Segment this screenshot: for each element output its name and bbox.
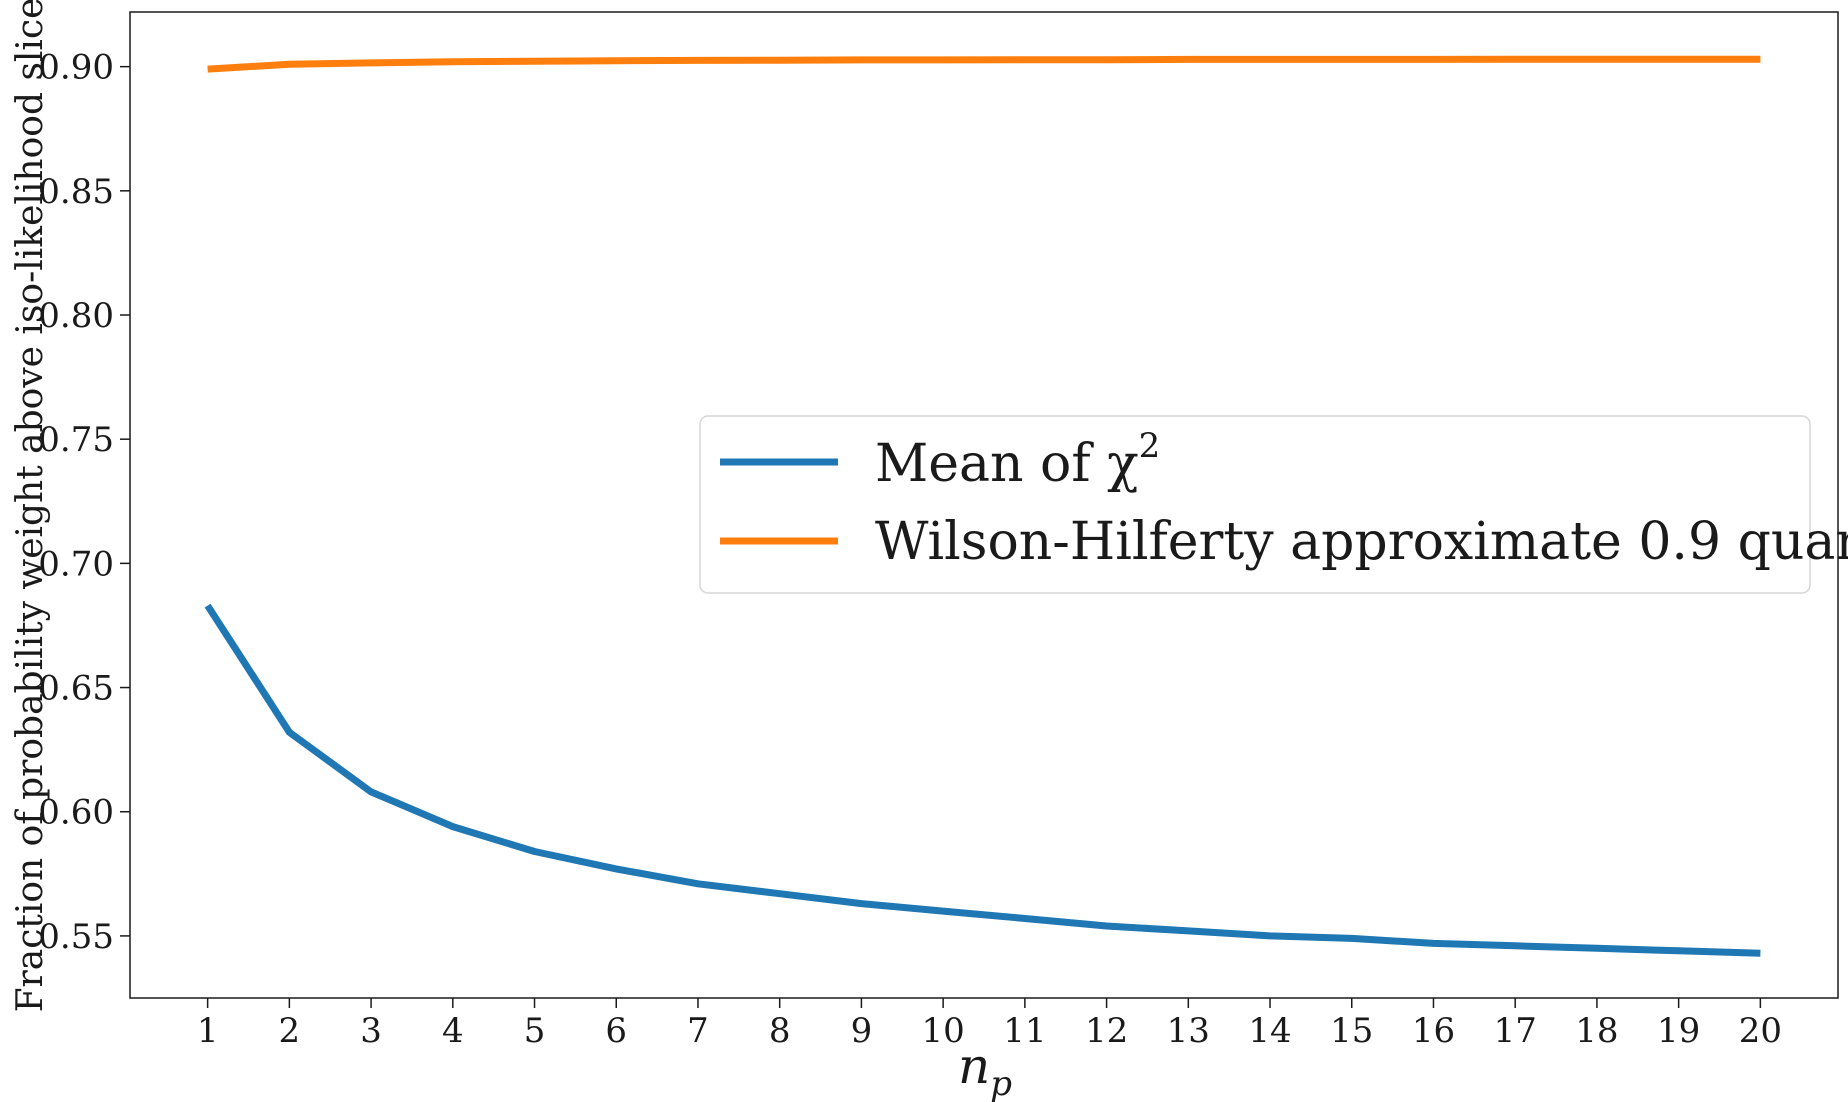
y-axis-label: Fraction of probability weight above iso… (10, 0, 51, 1012)
y-tick-label: 0.90 (38, 48, 114, 88)
x-tick-label: 10 (922, 1011, 965, 1051)
x-tick-label: 9 (851, 1011, 873, 1051)
x-tick-label: 19 (1657, 1011, 1700, 1051)
y-tick-label: 0.70 (38, 544, 114, 584)
x-tick-label: 2 (279, 1011, 301, 1051)
x-tick-label: 4 (442, 1011, 464, 1051)
x-tick-label: 7 (687, 1011, 709, 1051)
x-tick-label: 1 (197, 1011, 219, 1051)
y-tick-label: 0.75 (38, 420, 114, 460)
y-tick-label: 0.55 (38, 917, 114, 957)
y-tick-label: 0.60 (38, 793, 114, 833)
series-line-wilson-hilferty (207, 55, 1761, 73)
x-axis-label-base: n (958, 1037, 990, 1095)
y-axis: 0.55 0.60 0.65 0.70 0.75 0.80 0.85 0.90 (38, 48, 130, 957)
series-line-mean-chi2 (204, 603, 1761, 957)
x-axis: 1 2 3 4 5 6 7 8 9 10 11 12 13 14 15 16 17 18 19 20 (197, 998, 1782, 1051)
x-tick-label: 6 (605, 1011, 627, 1051)
x-tick-label: 13 (1167, 1011, 1210, 1051)
legend: Mean of χ2 Wilson-Hilferty approximate 0… (699, 415, 1848, 594)
x-tick-label: 14 (1248, 1011, 1291, 1051)
plot-series (204, 55, 1761, 957)
x-tick-label: 20 (1739, 1011, 1782, 1051)
x-tick-label: 12 (1085, 1011, 1128, 1051)
legend-box (699, 415, 1811, 594)
legend-entry-mean-chi2-superscript: 2 (1139, 426, 1161, 466)
x-tick-label: 11 (1003, 1011, 1046, 1051)
legend-entry-wilson-hilferty: Wilson-Hilferty approximate 0.9 quantile (875, 512, 1848, 572)
plot-frame (129, 11, 1839, 999)
x-tick-label: 8 (769, 1011, 791, 1051)
x-tick-label: 3 (360, 1011, 382, 1051)
legend-entry-mean-chi2-base: Mean of χ (875, 434, 1139, 494)
x-axis-label: np (958, 1037, 1012, 1102)
x-tick-label: 15 (1330, 1011, 1373, 1051)
y-tick-label: 0.85 (38, 172, 114, 212)
x-tick-label: 5 (524, 1011, 546, 1051)
y-tick-label: 0.80 (38, 296, 114, 336)
x-tick-label: 16 (1412, 1011, 1455, 1051)
x-axis-label-subscript: p (990, 1064, 1012, 1102)
x-tick-label: 17 (1494, 1011, 1537, 1051)
x-tick-label: 18 (1575, 1011, 1618, 1051)
legend-entry-mean-chi2: Mean of χ2 (875, 426, 1160, 494)
y-tick-label: 0.65 (38, 669, 114, 709)
